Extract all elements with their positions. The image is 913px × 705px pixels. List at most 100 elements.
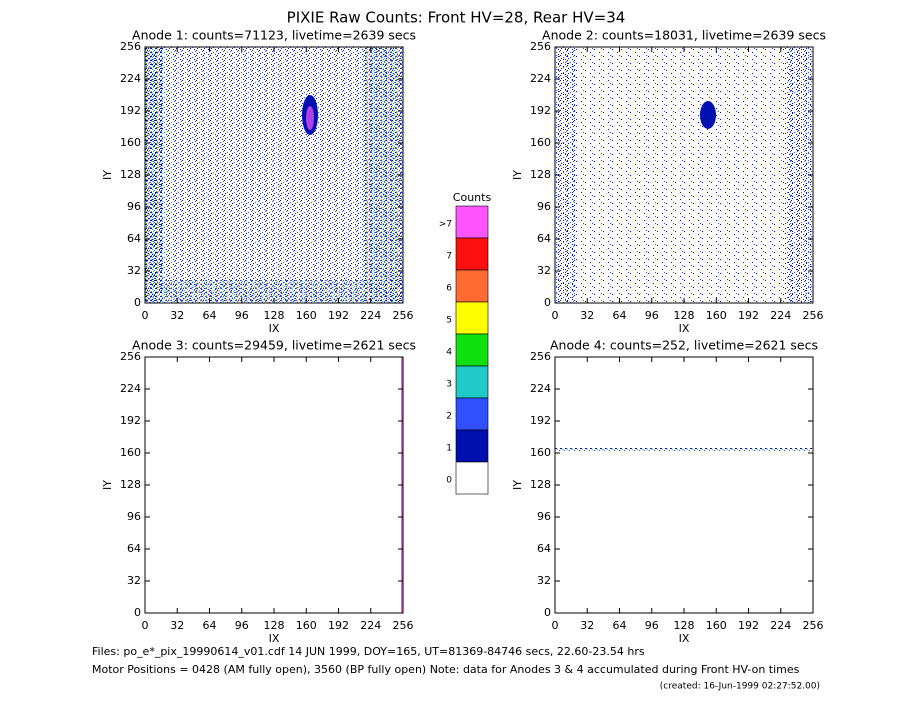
y-tick-label: 160 <box>530 136 551 149</box>
y-tick-label: 32 <box>537 574 551 587</box>
y-tick-label: 0 <box>134 606 141 619</box>
x-tick-label: 128 <box>674 309 695 322</box>
colorbar-label: 1 <box>446 444 452 454</box>
x-tick-label: 160 <box>296 619 317 632</box>
y-tick-label: 224 <box>120 382 141 395</box>
x-tick-label: 192 <box>738 619 759 632</box>
y-tick-label: 128 <box>120 168 141 181</box>
colorbar-title: Counts <box>453 191 492 204</box>
y-tick-label: 0 <box>544 296 551 309</box>
y-tick-label: 256 <box>120 40 141 53</box>
x-tick-label: 256 <box>803 309 824 322</box>
y-tick-label: 96 <box>127 200 141 213</box>
y-tick-label: 256 <box>530 350 551 363</box>
colorbar-swatch <box>455 301 489 335</box>
y-axis-label: IY <box>101 480 114 490</box>
colorbar-swatch <box>455 429 489 463</box>
y-tick-label: 64 <box>127 232 141 245</box>
panel-title: Anode 2: counts=18031, livetime=2639 sec… <box>542 28 826 43</box>
colorbar-swatch <box>455 205 489 239</box>
y-tick-label: 0 <box>134 296 141 309</box>
y-tick-label: 160 <box>530 446 551 459</box>
y-tick-label: 96 <box>127 510 141 523</box>
colorbar-swatch <box>455 269 489 303</box>
y-tick-label: 224 <box>530 382 551 395</box>
x-axis-label: IX <box>269 632 280 645</box>
x-tick-label: 256 <box>393 309 414 322</box>
x-tick-label: 96 <box>645 309 659 322</box>
x-tick-label: 224 <box>770 619 791 632</box>
x-tick-label: 0 <box>552 309 559 322</box>
y-tick-label: 128 <box>530 168 551 181</box>
x-tick-label: 64 <box>203 309 217 322</box>
x-tick-label: 64 <box>203 619 217 632</box>
panel-title: Anode 3: counts=29459, livetime=2621 sec… <box>132 338 416 353</box>
y-tick-label: 192 <box>120 414 141 427</box>
image-anode-1 <box>145 47 403 303</box>
panel-title: Anode 4: counts=252, livetime=2621 secs <box>550 338 818 353</box>
panel-title: Anode 1: counts=71123, livetime=2639 sec… <box>132 28 416 43</box>
colorbar-label: 2 <box>446 412 452 422</box>
x-tick-label: 192 <box>738 309 759 322</box>
x-tick-label: 224 <box>360 309 381 322</box>
image-anode-2 <box>555 47 813 303</box>
y-tick-label: 256 <box>120 350 141 363</box>
y-axis-label: IY <box>511 480 524 490</box>
x-tick-label: 96 <box>235 619 249 632</box>
x-tick-label: 96 <box>645 619 659 632</box>
figure-title: PIXIE Raw Counts: Front HV=28, Rear HV=3… <box>287 9 626 27</box>
y-axis-label: IY <box>101 170 114 180</box>
y-tick-label: 32 <box>127 574 141 587</box>
y-tick-label: 64 <box>537 542 551 555</box>
footer-files: Files: po_e*_pix_19990614_v01.cdf 14 JUN… <box>92 645 645 658</box>
plot-frame <box>554 356 814 614</box>
y-tick-label: 96 <box>537 510 551 523</box>
y-tick-label: 192 <box>120 104 141 117</box>
y-axis-label: IY <box>511 170 524 180</box>
x-axis-label: IX <box>679 322 690 335</box>
y-tick-label: 160 <box>120 446 141 459</box>
colorbar-label: 4 <box>446 348 452 358</box>
plot-frame <box>144 356 404 614</box>
x-tick-label: 32 <box>170 619 184 632</box>
x-tick-label: 128 <box>264 309 285 322</box>
x-tick-label: 0 <box>552 619 559 632</box>
x-axis-label: IX <box>269 322 280 335</box>
x-tick-label: 0 <box>142 619 149 632</box>
x-tick-label: 32 <box>580 619 594 632</box>
colorbar-label: 6 <box>446 284 452 294</box>
x-tick-label: 32 <box>170 309 184 322</box>
x-tick-label: 128 <box>264 619 285 632</box>
y-tick-label: 128 <box>530 478 551 491</box>
x-tick-label: 160 <box>296 309 317 322</box>
y-tick-label: 224 <box>530 72 551 85</box>
colorbar-label: 0 <box>446 476 452 486</box>
x-tick-label: 32 <box>580 309 594 322</box>
x-tick-label: 64 <box>613 619 627 632</box>
y-tick-label: 96 <box>537 200 551 213</box>
x-tick-label: 64 <box>613 309 627 322</box>
colorbar-label: 7 <box>446 252 452 262</box>
x-tick-label: 128 <box>674 619 695 632</box>
x-tick-label: 192 <box>328 309 349 322</box>
colorbar-label: 5 <box>446 316 452 326</box>
colorbar-swatch <box>455 461 489 495</box>
y-tick-label: 0 <box>544 606 551 619</box>
x-tick-label: 160 <box>706 309 727 322</box>
y-tick-label: 32 <box>127 264 141 277</box>
colorbar-label: >7 <box>439 220 452 230</box>
colorbar-label: 3 <box>446 380 452 390</box>
image-anode-4 <box>555 448 812 451</box>
x-tick-label: 192 <box>328 619 349 632</box>
footer-motor: Motor Positions = 0428 (AM fully open), … <box>92 663 800 676</box>
y-tick-label: 160 <box>120 136 141 149</box>
y-tick-label: 192 <box>530 414 551 427</box>
colorbar-swatch <box>455 365 489 399</box>
colorbar-swatch <box>455 397 489 431</box>
y-tick-label: 224 <box>120 72 141 85</box>
y-tick-label: 64 <box>537 232 551 245</box>
x-tick-label: 224 <box>770 309 791 322</box>
footer-created: (created: 16-Jun-1999 02:27:52.00) <box>660 682 820 692</box>
y-tick-label: 64 <box>127 542 141 555</box>
